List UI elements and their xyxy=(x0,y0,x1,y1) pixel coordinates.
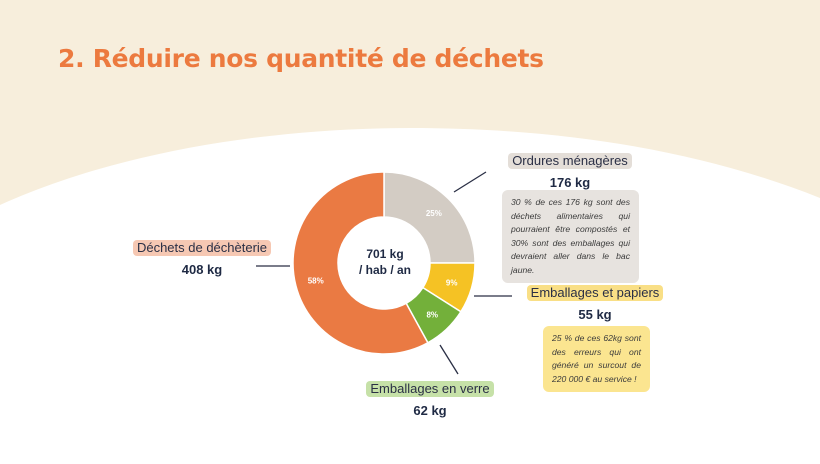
slice-label-2: 8% xyxy=(426,310,438,319)
slice-label-3: 58% xyxy=(308,277,324,286)
label-dechetterie-name: Déchets de déchèterie xyxy=(132,240,272,256)
label-ordures: Ordures ménagères 176 kg xyxy=(500,153,640,190)
slice-label-1: 9% xyxy=(446,279,458,288)
leader-line-ordures xyxy=(453,171,487,193)
label-ordures-value: 176 kg xyxy=(549,175,591,190)
slice-label-0: 25% xyxy=(426,209,442,218)
leader-line-verre xyxy=(439,344,459,375)
center-line-2: / hab / an xyxy=(358,263,411,277)
label-verre-value: 62 kg xyxy=(413,403,447,418)
note-ordures: 30 % de ces 176 kg sont des déchets alim… xyxy=(502,190,639,283)
label-verre: Emballages en verre 62 kg xyxy=(365,381,495,418)
label-dechetterie: Déchets de déchèterie 408 kg xyxy=(128,240,276,277)
label-verre-name: Emballages en verre xyxy=(366,381,494,397)
page-title: 2. Réduire nos quantité de déchets xyxy=(58,44,544,73)
label-papiers-value: 55 kg xyxy=(578,307,612,322)
note-papiers: 25 % de ces 62kg sont des erreurs qui on… xyxy=(543,326,650,392)
slice-0 xyxy=(383,171,476,264)
label-ordures-name: Ordures ménagères xyxy=(508,153,632,169)
slice-3 xyxy=(292,171,429,355)
donut-center-label: 701 kg / hab / an xyxy=(340,246,430,278)
label-papiers-name: Emballages et papiers xyxy=(526,285,664,301)
center-line-1: 701 kg xyxy=(366,247,404,261)
label-dechetterie-value: 408 kg xyxy=(181,262,223,277)
label-papiers: Emballages et papiers 55 kg xyxy=(526,285,664,322)
